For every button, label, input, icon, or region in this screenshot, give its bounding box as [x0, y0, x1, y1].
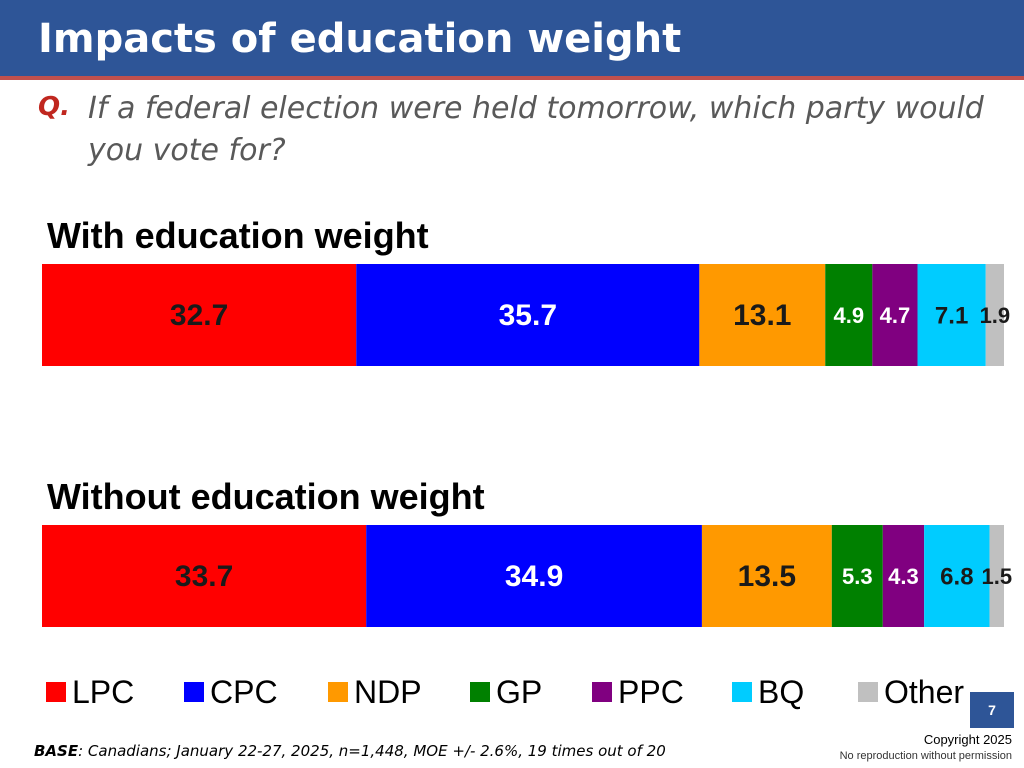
- question-text: If a federal election were held tomorrow…: [88, 91, 984, 168]
- bar-segment-ppc-2: [882, 525, 925, 627]
- bar-segment-gp-1: [825, 264, 873, 366]
- legend-swatch-bq: [732, 682, 752, 702]
- base-label: BASE: [34, 742, 79, 760]
- legend-item-gp: GP: [470, 672, 542, 712]
- bar-segment-ndp-1: [699, 264, 826, 366]
- data-label-lpc-2: 33.7: [175, 560, 233, 593]
- data-label-other-1: 1.9: [980, 303, 1011, 328]
- data-label-ppc-1: 4.7: [880, 303, 911, 328]
- legend-item-lpc: LPC: [46, 672, 134, 712]
- legend-label-cpc: CPC: [210, 673, 278, 710]
- legend-label-bq: BQ: [758, 673, 805, 710]
- legend-item-bq: BQ: [732, 672, 804, 712]
- data-label-other-2: 1.5: [981, 564, 1012, 589]
- legend-label-ndp: NDP: [354, 673, 422, 710]
- legend-swatch-cpc: [184, 682, 204, 702]
- data-label-ndp-1: 13.1: [733, 299, 791, 332]
- legend-swatch-ppc: [592, 682, 612, 702]
- copyright-text: Copyright 2025: [923, 732, 1012, 747]
- slide-title: Impacts of education weight: [38, 16, 682, 62]
- legend-item-ndp: NDP: [328, 672, 422, 712]
- chart-title-without-weight: Without education weight: [47, 476, 485, 517]
- legend-item-other: Other: [858, 672, 964, 712]
- bar-segment-other-1: [985, 264, 1004, 366]
- legend-label-ppc: PPC: [618, 673, 684, 710]
- chart-title-with-weight: With education weight: [47, 215, 429, 256]
- data-label-bq-2: 6.8: [940, 563, 973, 590]
- bar-segment-lpc-2: [42, 525, 367, 627]
- bar-segment-ndp-2: [701, 525, 832, 627]
- data-label-ndp-2: 13.5: [738, 560, 796, 593]
- base-footnote: BASE: Canadians; January 22-27, 2025, n=…: [34, 742, 666, 760]
- bar-segment-bq-1: [917, 264, 986, 366]
- no-reproduction-text: No reproduction without permission: [839, 750, 1012, 762]
- header-bar: [0, 0, 1024, 78]
- data-label-bq-1: 7.1: [935, 302, 968, 329]
- data-label-gp-2: 5.3: [842, 564, 873, 589]
- legend-item-ppc: PPC: [592, 672, 684, 712]
- data-label-cpc-1: 35.7: [499, 299, 557, 332]
- page-number: 7: [970, 692, 1014, 728]
- legend-swatch-lpc: [46, 682, 66, 702]
- data-label-cpc-2: 34.9: [505, 560, 563, 593]
- bar-segment-lpc-1: [42, 264, 357, 366]
- header-divider: [0, 76, 1024, 80]
- question-label: Q.: [38, 92, 70, 122]
- bar-segment-cpc-1: [356, 264, 700, 366]
- copyright: Copyright 2025 No reproduction without p…: [840, 732, 1012, 764]
- legend-swatch-gp: [470, 682, 490, 702]
- legend-item-cpc: CPC: [184, 672, 278, 712]
- legend-label-lpc: LPC: [72, 673, 135, 710]
- bar-segment-bq-2: [924, 525, 990, 627]
- legend-swatch-other: [858, 682, 878, 702]
- base-text: : Canadians; January 22-27, 2025, n=1,44…: [78, 742, 666, 760]
- bar-segment-gp-2: [831, 525, 883, 627]
- data-label-lpc-1: 32.7: [170, 299, 228, 332]
- bar-segment-other-2: [989, 525, 1004, 627]
- legend-label-other: Other: [884, 673, 965, 710]
- bar-segment-ppc-1: [872, 264, 918, 366]
- bar-segment-cpc-2: [366, 525, 702, 627]
- data-label-ppc-2: 4.3: [888, 564, 919, 589]
- legend-swatch-ndp: [328, 682, 348, 702]
- data-label-gp-1: 4.9: [833, 303, 864, 328]
- legend-label-gp: GP: [496, 673, 543, 710]
